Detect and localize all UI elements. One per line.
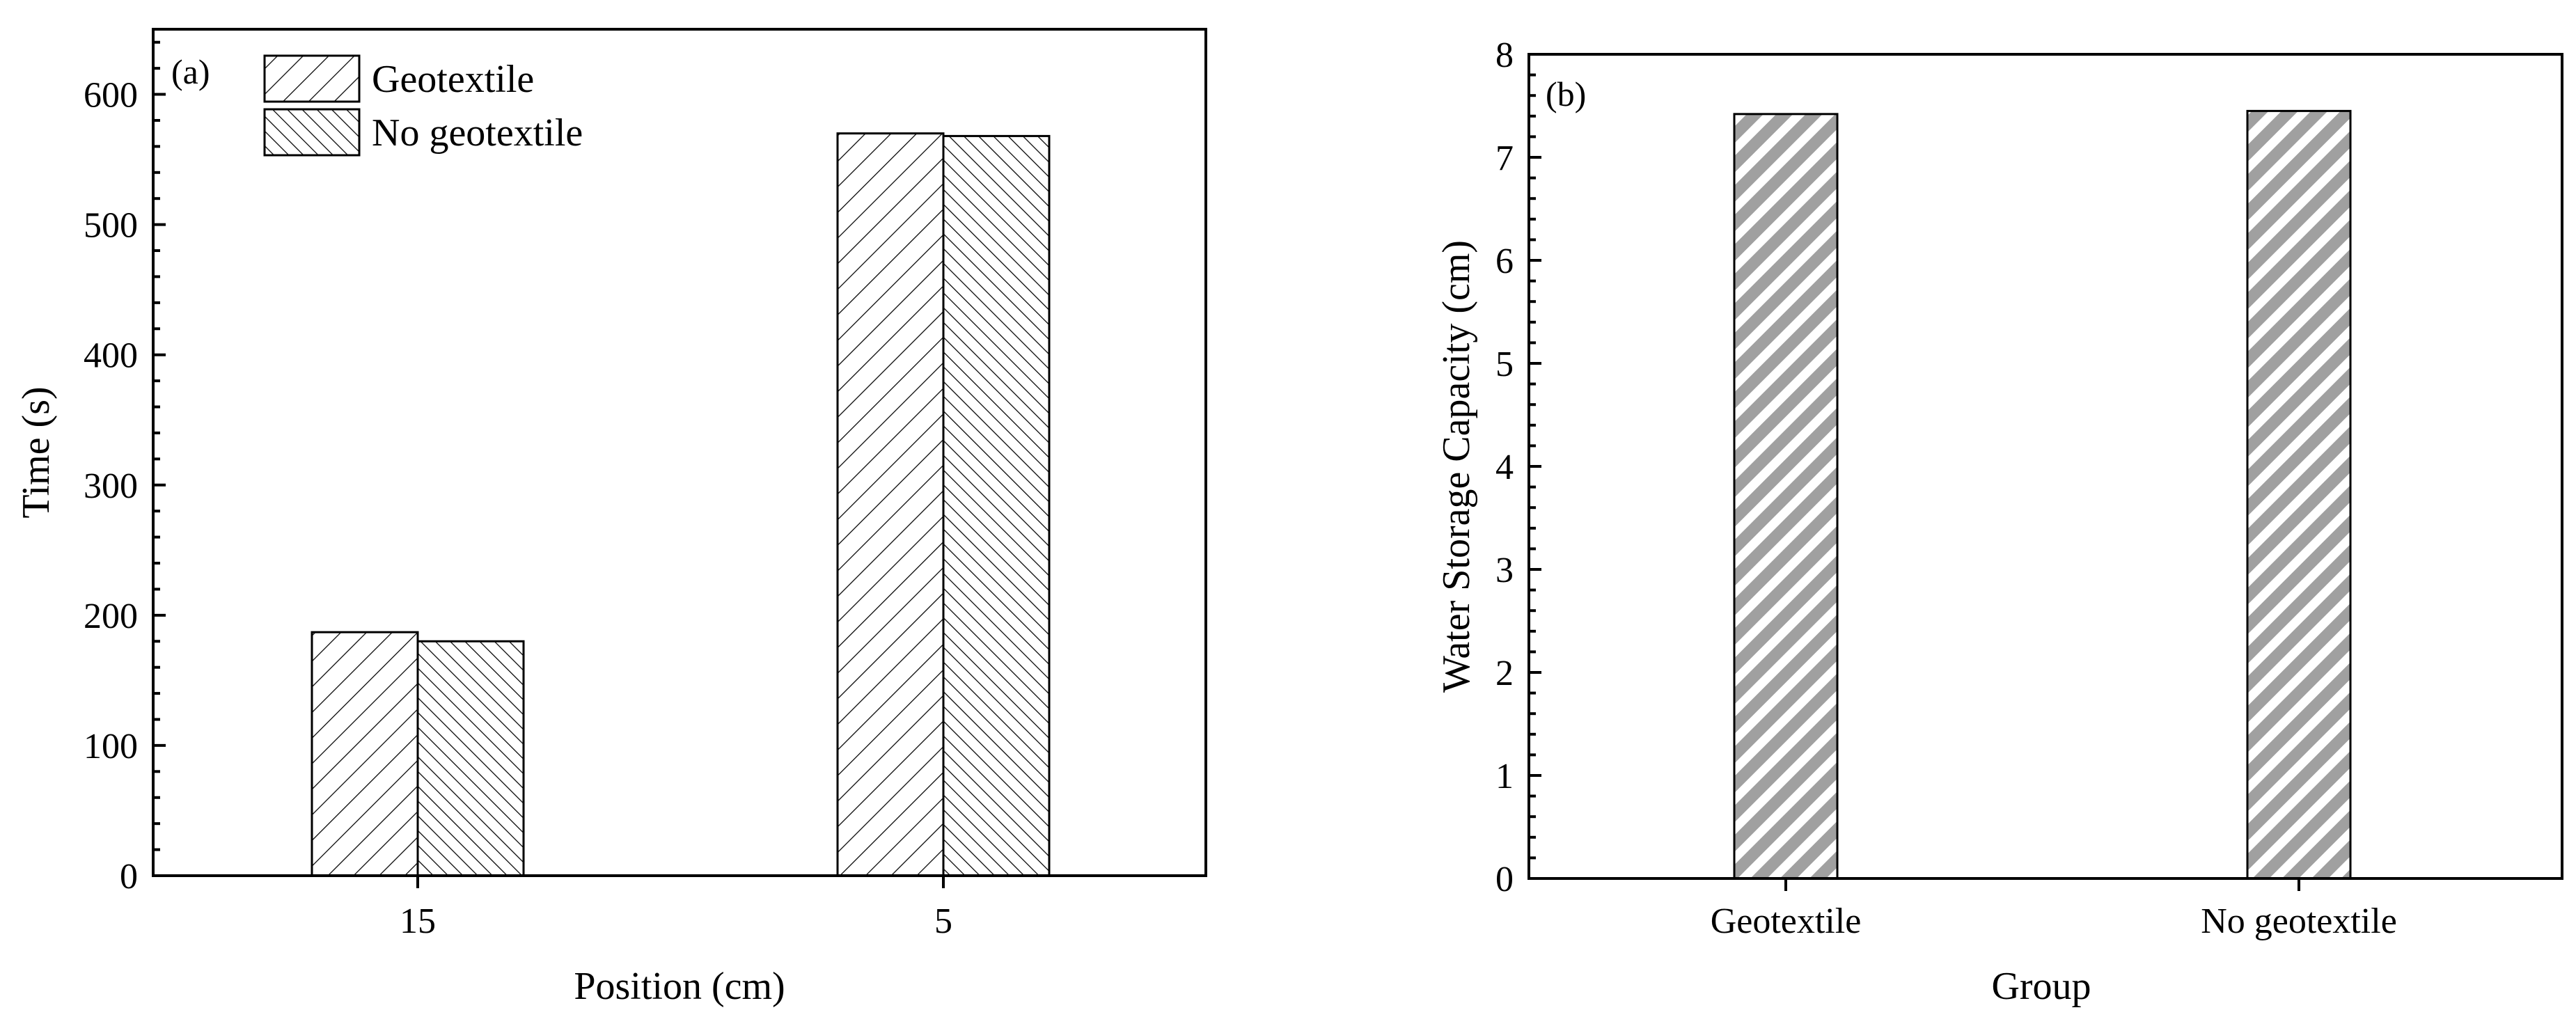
chart-a-y-tick-label: 200 bbox=[84, 597, 138, 636]
chart-a-panel-label: (a) bbox=[171, 52, 210, 91]
bar-geotextile-15 bbox=[311, 631, 419, 877]
chart-a-y-tick-label: 300 bbox=[84, 466, 138, 506]
chart-a-y-tick-label: 400 bbox=[84, 336, 138, 376]
bar-geotextile bbox=[1733, 113, 1839, 880]
legend-swatch-no-geotextile bbox=[263, 108, 361, 157]
chart-a-plot-frame bbox=[152, 28, 1207, 877]
chart-b-x-axis-title: Group bbox=[1991, 965, 2091, 1008]
chart-a-x-tick-label: 5 bbox=[934, 901, 952, 941]
chart-a-y-tick-label: 0 bbox=[120, 857, 138, 897]
chart-a-y-tick-label: 500 bbox=[84, 206, 138, 246]
legend-label-no-geotextile: No geotextile bbox=[372, 111, 583, 155]
legend-label-geotextile: Geotextile bbox=[372, 58, 534, 101]
chart-b-y-tick-label: 7 bbox=[1495, 139, 1514, 178]
chart-b-x-tick-label: Geotextile bbox=[1711, 901, 1862, 941]
legend-swatch-geotextile bbox=[263, 54, 361, 103]
chart-b-ticks: 0 1 2 3 4 5 6 7 8 Geotextile No geotextile bbox=[1495, 36, 2397, 941]
chart-a-ticks: 0 100 200 300 400 500 600 15 5 bbox=[84, 40, 952, 941]
chart-b-x-tick-label: No geotextile bbox=[2201, 901, 2397, 941]
chart-panel-a: 0 100 200 300 400 500 600 15 5 (a) Position (cm)… bbox=[15, 28, 1207, 1008]
chart-b-y-tick-label: 5 bbox=[1495, 345, 1514, 384]
chart-b-y-tick-label: 3 bbox=[1495, 551, 1514, 590]
chart-a-legend: Geotextile No geotextile bbox=[263, 54, 583, 157]
chart-b-y-tick-label: 1 bbox=[1495, 757, 1514, 796]
bar-no-geotextile-5 bbox=[942, 134, 1051, 877]
chart-b-y-tick-label: 6 bbox=[1495, 242, 1514, 281]
chart-b-panel-label: (b) bbox=[1546, 74, 1586, 113]
chart-b-y-tick-label: 8 bbox=[1495, 36, 1514, 75]
chart-b-plot-frame bbox=[1527, 53, 2563, 880]
chart-b-y-tick-label: 0 bbox=[1495, 860, 1514, 899]
bar-geotextile-5 bbox=[836, 132, 945, 877]
chart-a-x-tick-label: 15 bbox=[400, 901, 436, 941]
bar-no-geotextile bbox=[2246, 109, 2352, 880]
chart-a-y-tick-label: 100 bbox=[84, 727, 138, 766]
chart-panel-b: 0 1 2 3 4 5 6 7 8 Geotextile No geotextile (b) Gro… bbox=[1435, 36, 2563, 1008]
bar-no-geotextile-15 bbox=[416, 640, 525, 877]
chart-b-y-axis-title: Water Storage Capacity (cm) bbox=[1435, 240, 1478, 693]
chart-a-y-tick-label: 600 bbox=[84, 76, 138, 116]
chart-a-y-axis-title: Time (s) bbox=[15, 386, 58, 518]
chart-b-y-tick-label: 2 bbox=[1495, 654, 1514, 693]
chart-a-marks bbox=[311, 132, 1051, 877]
chart-b-marks bbox=[1733, 109, 2352, 880]
chart-b-y-tick-label: 4 bbox=[1495, 448, 1514, 487]
chart-a-x-axis-title: Position (cm) bbox=[574, 965, 785, 1008]
